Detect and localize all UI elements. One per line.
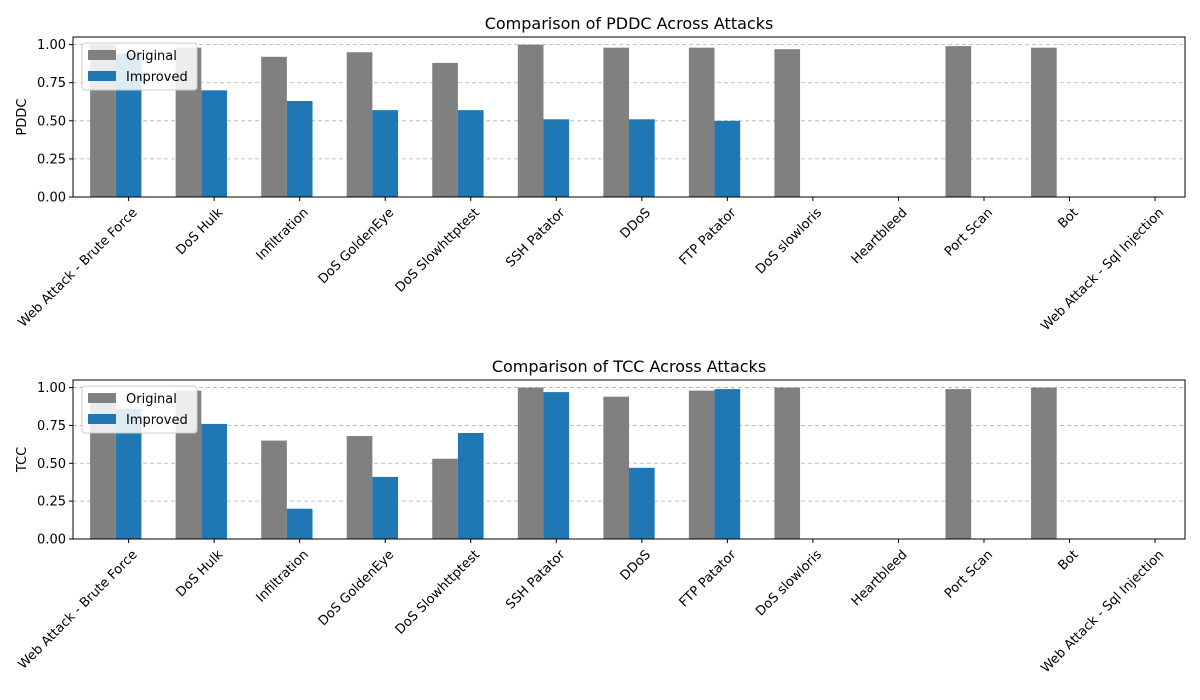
x-tick-label: Bot xyxy=(1055,547,1081,573)
plot-frame xyxy=(72,379,1186,540)
y-tick-label: 0.25 xyxy=(37,495,66,510)
bar-improved-8 xyxy=(714,389,741,539)
legend-label-improved: Improved xyxy=(126,413,188,428)
bar-improved-3 xyxy=(286,508,313,539)
x-tick-label: DoS Hulk xyxy=(173,547,226,600)
bar-improved-4 xyxy=(372,110,399,197)
bar-improved-8 xyxy=(714,120,741,197)
legend-label-original: Original xyxy=(126,49,177,64)
legend-swatch-improved xyxy=(88,414,116,424)
legend-swatch-original xyxy=(88,50,116,60)
x-tick-label: Web Attack - Brute Force xyxy=(16,547,141,672)
y-axis-label: TCC xyxy=(15,447,30,473)
bar-original-7 xyxy=(603,396,629,539)
x-tick-label: Port Scan xyxy=(942,547,996,601)
y-tick-label: 0.00 xyxy=(37,533,66,548)
y-tick-label: 1.00 xyxy=(37,381,66,396)
bar-improved-7 xyxy=(629,467,655,539)
bar-original-6 xyxy=(517,387,544,539)
x-tick-label: FTP Patator xyxy=(677,547,740,610)
x-tick-label: DoS slowloris xyxy=(753,547,825,619)
legend-swatch-original xyxy=(88,393,116,403)
x-tick-label: Infiltration xyxy=(254,205,312,263)
bar-improved-5 xyxy=(457,110,484,197)
bar-original-12 xyxy=(1031,387,1057,539)
bar-improved-2 xyxy=(201,423,227,539)
legend-label-original: Original xyxy=(126,392,177,407)
bar-original-12 xyxy=(1031,47,1057,197)
x-tick-label: DoS GoldenEye xyxy=(316,547,398,629)
bar-improved-6 xyxy=(543,119,570,197)
x-tick-label: Infiltration xyxy=(254,547,312,605)
x-tick-label: DoS Slowhttptest xyxy=(393,205,483,295)
legend-label-improved: Improved xyxy=(126,70,188,85)
bar-improved-3 xyxy=(286,101,313,197)
x-tick-label: DoS slowloris xyxy=(753,205,825,277)
x-tick-label: SSH Patator xyxy=(503,547,569,613)
y-tick-label: 1.00 xyxy=(37,38,66,53)
x-tick-label: DoS GoldenEye xyxy=(316,205,398,287)
bar-improved-5 xyxy=(457,433,484,539)
x-tick-label: Web Attack - Brute Force xyxy=(16,205,141,330)
x-tick-label: DDoS xyxy=(618,205,654,241)
bar-original-11 xyxy=(945,46,972,198)
y-tick-label: 0.50 xyxy=(37,457,66,472)
chart-title: Comparison of PDDC Across Attacks xyxy=(485,14,774,33)
bar-original-6 xyxy=(517,44,544,197)
x-tick-label: SSH Patator xyxy=(503,205,569,271)
plot-frame xyxy=(72,36,1186,198)
chart-panel-2: Comparison of TCC Across Attacks 0.00 0.25… xyxy=(15,357,1186,676)
chart-panel-1: Comparison of PDDC Across Attacks 0.00 0.2… xyxy=(15,14,1186,334)
x-tick-label: Heartbleed xyxy=(849,547,911,609)
bar-original-11 xyxy=(945,389,972,539)
bar-original-8 xyxy=(688,47,715,197)
y-axis-label: PDDC xyxy=(15,99,30,136)
bar-original-8 xyxy=(688,390,715,539)
x-tick-label: FTP Patator xyxy=(677,205,740,268)
x-tick-label: DoS Slowhttptest xyxy=(393,547,483,637)
bar-original-3 xyxy=(261,440,287,539)
y-tick-label: 0.75 xyxy=(37,419,66,434)
y-tick-label: 0.00 xyxy=(37,191,66,206)
legend-swatch-improved xyxy=(88,71,116,81)
x-tick-label: Port Scan xyxy=(942,205,996,259)
bar-improved-2 xyxy=(201,90,227,197)
bar-original-5 xyxy=(432,458,458,539)
x-tick-label: DDoS xyxy=(618,547,654,583)
chart-title: Comparison of TCC Across Attacks xyxy=(492,357,766,376)
x-tick-label: Bot xyxy=(1055,205,1081,231)
bar-original-3 xyxy=(261,56,287,197)
bar-original-4 xyxy=(346,436,373,539)
y-tick-label: 0.50 xyxy=(37,114,66,129)
bar-original-4 xyxy=(346,52,373,197)
bar-original-9 xyxy=(774,49,801,197)
bar-original-7 xyxy=(603,47,629,197)
y-tick-label: 0.25 xyxy=(37,152,66,167)
bar-original-9 xyxy=(774,387,801,539)
x-tick-label: Heartbleed xyxy=(849,205,911,267)
bar-original-5 xyxy=(432,62,458,198)
bar-improved-4 xyxy=(372,476,399,539)
bar-improved-7 xyxy=(629,119,655,197)
y-tick-label: 0.75 xyxy=(37,76,66,91)
bar-improved-6 xyxy=(543,392,570,539)
x-tick-label: DoS Hulk xyxy=(173,205,226,258)
